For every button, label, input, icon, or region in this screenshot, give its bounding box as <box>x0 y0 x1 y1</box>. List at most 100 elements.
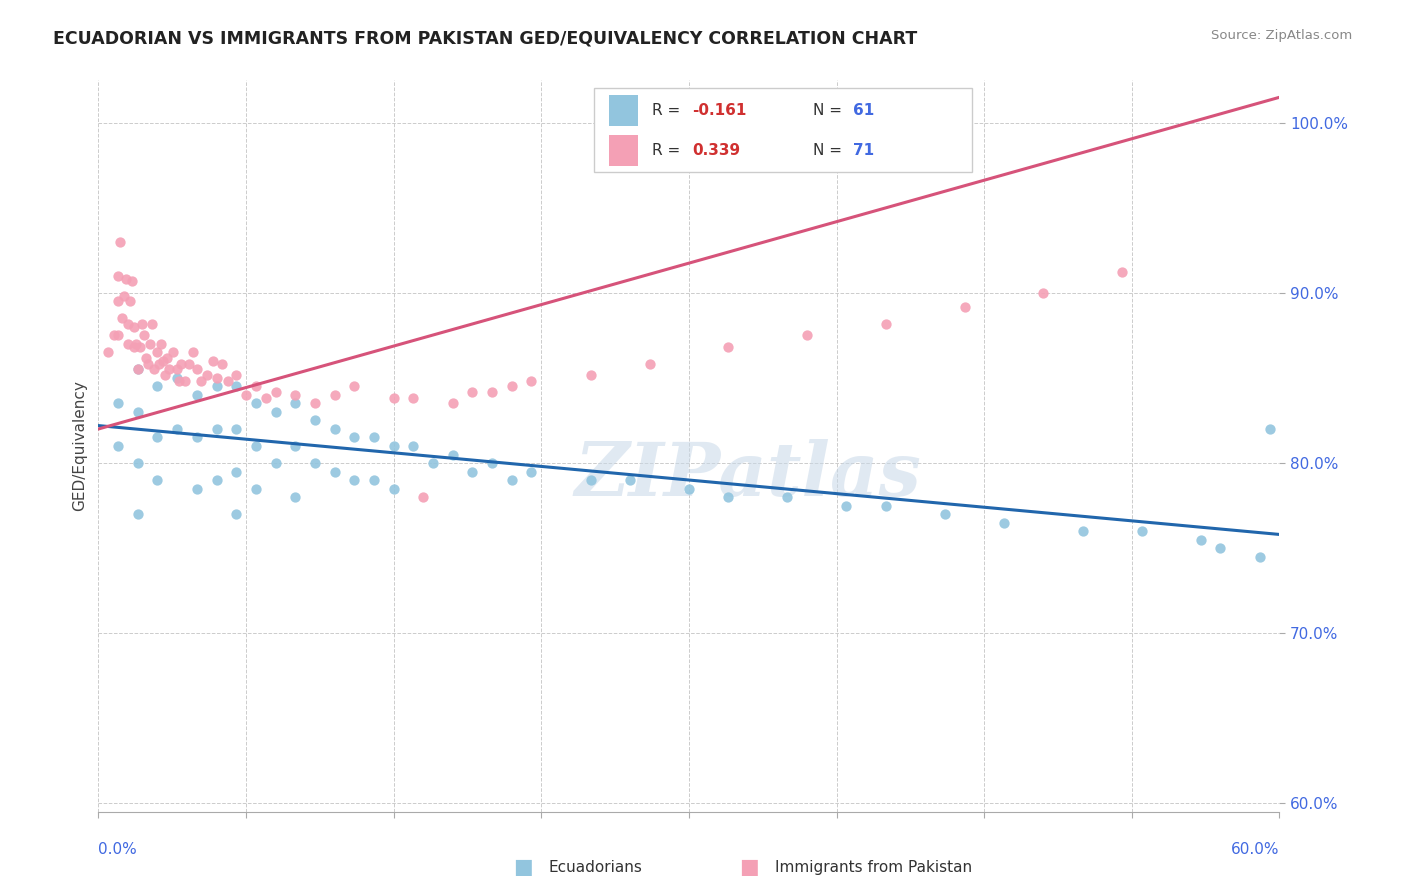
Point <box>146 379 169 393</box>
Point <box>166 422 188 436</box>
Point <box>343 379 366 393</box>
Point <box>254 392 277 406</box>
Point <box>181 345 204 359</box>
Point <box>108 235 131 249</box>
Point <box>136 357 159 371</box>
Point <box>264 405 287 419</box>
Point <box>264 384 287 399</box>
Point <box>993 516 1015 530</box>
Point <box>1249 549 1271 564</box>
Y-axis label: GED/Equivalency: GED/Equivalency <box>72 381 87 511</box>
Point <box>107 396 129 410</box>
Point <box>579 368 602 382</box>
Point <box>363 473 385 487</box>
Point <box>155 368 177 382</box>
Text: -0.161: -0.161 <box>693 103 747 118</box>
Point <box>245 379 267 393</box>
Point <box>195 368 218 382</box>
Point <box>205 379 228 393</box>
Point <box>142 362 165 376</box>
Point <box>135 351 157 365</box>
Point <box>235 388 257 402</box>
Point <box>122 320 145 334</box>
Point <box>107 268 129 283</box>
Point <box>162 345 184 359</box>
Point <box>796 328 818 343</box>
Point <box>481 456 503 470</box>
Point <box>150 337 173 351</box>
Point <box>245 482 267 496</box>
Bar <box>609 95 638 126</box>
Point <box>520 375 543 389</box>
Point <box>225 368 247 382</box>
Point <box>304 413 326 427</box>
Point <box>225 379 247 393</box>
Point <box>323 465 346 479</box>
FancyBboxPatch shape <box>595 87 973 171</box>
Point <box>382 439 405 453</box>
Point <box>107 439 129 453</box>
Point <box>146 430 169 444</box>
Point <box>186 362 208 376</box>
Point <box>1189 533 1212 547</box>
Text: Ecuadorians: Ecuadorians <box>548 860 643 874</box>
Point <box>343 473 366 487</box>
Text: N =: N = <box>813 144 846 158</box>
Point <box>501 379 523 393</box>
Point <box>186 482 208 496</box>
Point <box>579 473 602 487</box>
Point <box>174 375 197 389</box>
Point <box>170 357 193 371</box>
Point <box>115 272 138 286</box>
Point <box>1032 285 1054 300</box>
Point <box>201 354 224 368</box>
Text: R =: R = <box>652 144 686 158</box>
Text: Immigrants from Pakistan: Immigrants from Pakistan <box>775 860 972 874</box>
Point <box>402 439 425 453</box>
Point <box>127 456 149 470</box>
Point <box>461 384 484 399</box>
Point <box>264 456 287 470</box>
Point <box>127 405 149 419</box>
Point <box>245 396 267 410</box>
Point <box>441 396 464 410</box>
Point <box>382 482 405 496</box>
Point <box>678 482 700 496</box>
Point <box>156 351 179 365</box>
Point <box>481 384 503 399</box>
Point <box>122 340 145 354</box>
Text: ■: ■ <box>513 857 533 877</box>
Point <box>323 422 346 436</box>
Bar <box>609 136 638 166</box>
Point <box>190 375 212 389</box>
Point <box>382 392 405 406</box>
Point <box>107 328 129 343</box>
Point <box>138 337 160 351</box>
Point <box>934 507 956 521</box>
Point <box>141 317 163 331</box>
Text: 71: 71 <box>853 144 875 158</box>
Point <box>501 473 523 487</box>
Point <box>127 507 149 521</box>
Point <box>402 392 425 406</box>
Point <box>835 499 858 513</box>
Point <box>323 388 346 402</box>
Point <box>157 362 180 376</box>
Point <box>1258 422 1281 436</box>
Point <box>441 448 464 462</box>
Point <box>1209 541 1232 555</box>
Point <box>284 439 307 453</box>
Point <box>128 340 150 354</box>
Text: 0.339: 0.339 <box>693 144 741 158</box>
Point <box>148 357 170 371</box>
Point <box>205 422 228 436</box>
Point <box>1130 524 1153 538</box>
Point <box>284 396 307 410</box>
Point <box>107 294 129 309</box>
Point <box>461 465 484 479</box>
Point <box>112 289 135 303</box>
Point <box>166 362 188 376</box>
Point <box>284 388 307 402</box>
Point <box>1071 524 1094 538</box>
Point <box>117 337 139 351</box>
